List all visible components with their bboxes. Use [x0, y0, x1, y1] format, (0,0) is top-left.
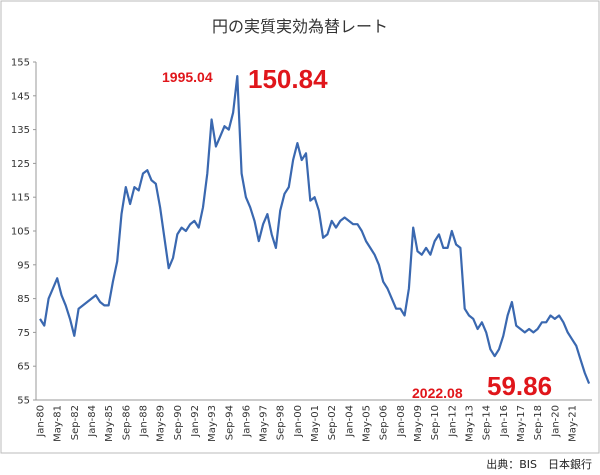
x-tick-label: May-09 — [413, 405, 424, 442]
x-tick-label: Sep-90 — [173, 405, 184, 440]
x-tick-label: May-89 — [156, 405, 167, 442]
x-tick-label: Jan-80 — [36, 405, 47, 438]
x-tick-label: May-21 — [567, 405, 578, 442]
x-tick-label: Jan-88 — [138, 405, 149, 438]
x-tick-label: Sep-94 — [224, 405, 235, 440]
x-tick-label: Jan-00 — [293, 405, 304, 438]
y-tick-label: 55 — [17, 396, 30, 407]
annotation: 1995.04 — [162, 69, 213, 85]
annotation: 2022.08 — [412, 385, 463, 401]
y-tick-label: 105 — [11, 227, 30, 238]
x-tick-label: May-05 — [362, 405, 373, 442]
x-tick-label: May-13 — [465, 405, 476, 442]
x-tick-label: Sep-06 — [379, 405, 390, 440]
y-tick-label: 155 — [11, 58, 30, 69]
x-tick-label: May-17 — [516, 405, 527, 442]
x-tick-label: May-01 — [310, 405, 321, 442]
chart-title: 円の実質実効為替レート — [212, 17, 388, 36]
x-tick-label: Sep-82 — [70, 405, 81, 440]
annotation: 150.84 — [248, 64, 328, 94]
x-tick-label: Jan-04 — [344, 405, 355, 438]
y-tick-label: 75 — [17, 328, 30, 339]
y-tick-label: 65 — [17, 362, 30, 373]
chart-frame — [0, 0, 600, 454]
x-tick-label: Jan-84 — [87, 405, 98, 438]
y-tick-label: 95 — [17, 260, 30, 271]
x-tick-label: Sep-14 — [482, 405, 493, 440]
x-tick-label: Sep-18 — [533, 405, 544, 440]
x-tick-label: May-97 — [259, 405, 270, 442]
x-tick-label: Jan-96 — [241, 405, 252, 438]
x-tick-label: May-81 — [53, 405, 64, 442]
x-tick-label: Jan-92 — [190, 405, 201, 438]
data-line — [39, 75, 591, 385]
y-tick-label: 85 — [17, 294, 30, 305]
x-tick-label: Jan-16 — [499, 405, 510, 438]
x-tick-label: May-93 — [207, 405, 218, 442]
y-tick-label: 125 — [11, 159, 30, 170]
x-tick-label: Sep-02 — [327, 405, 338, 440]
y-tick-label: 115 — [11, 193, 30, 204]
x-tick-label: Jan-20 — [550, 405, 561, 438]
x-tick-label: Sep-98 — [276, 405, 287, 440]
x-tick-label: May-85 — [104, 405, 115, 442]
y-tick-label: 145 — [11, 91, 30, 102]
source-note: 出典：BIS 日本銀行 — [486, 457, 592, 471]
x-tick-label: Sep-10 — [430, 405, 441, 440]
x-tick-label: Jan-12 — [447, 405, 458, 438]
x-tick-label: Jan-08 — [396, 405, 407, 438]
y-tick-label: 135 — [11, 125, 30, 136]
annotation: 59.86 — [487, 371, 552, 401]
x-tick-label: Sep-86 — [121, 405, 132, 440]
